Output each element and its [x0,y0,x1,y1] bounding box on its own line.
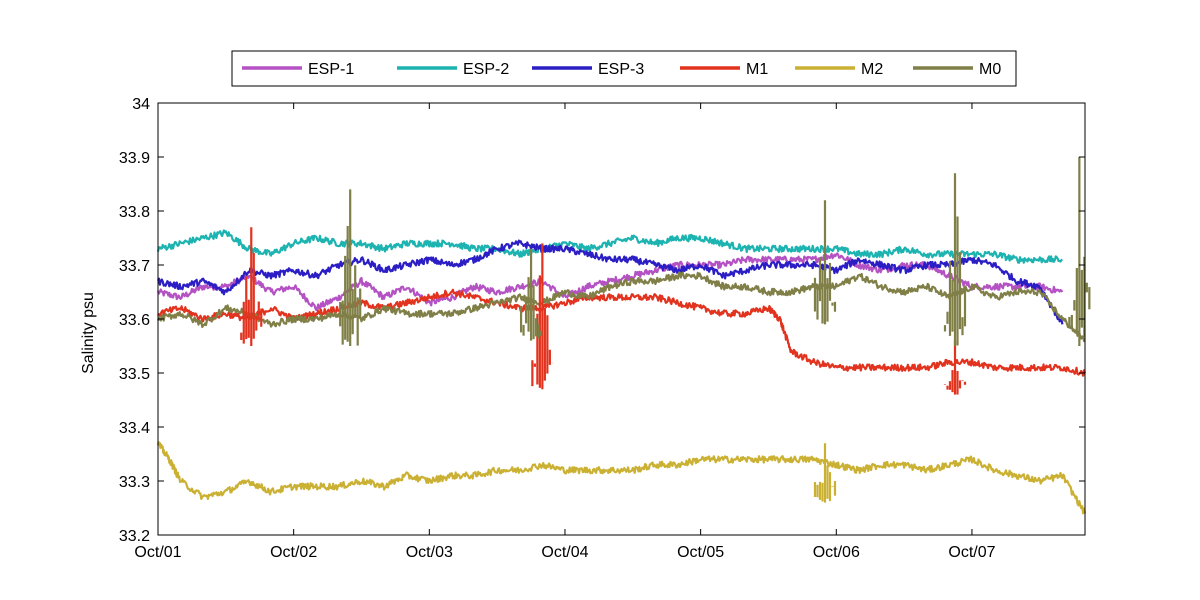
x-tick-label: Oct/06 [813,544,860,561]
y-tick-label: 33.4 [119,420,150,437]
y-tick-label: 33.6 [119,312,150,329]
y-tick-label: 33.3 [119,474,150,491]
series-line-esp-2 [156,229,1063,264]
spike-m1-1 [531,243,554,390]
spike-m0-7 [943,173,967,346]
plot-lines [156,157,1091,515]
spike-m0-5 [519,248,543,341]
spike-m0-8 [1068,157,1091,346]
legend-item-m2: M2 [795,61,883,78]
y-tick-label: 33.7 [119,258,150,275]
legend-item-esp-2: ESP-2 [397,61,509,78]
x-tick-label: Oct/07 [948,544,995,561]
series-line-esp-3 [156,239,1064,325]
y-tick-label: 34 [132,96,150,113]
x-tick-label: Oct/02 [270,544,317,561]
spike-m0-4 [339,189,362,346]
legend: ESP-1 ESP-2 ESP-3 M1 M2 M0 [231,50,1017,87]
x-tick-label: Oct/04 [541,544,588,561]
legend-box [231,50,1017,87]
y-tick-label: 33.2 [119,528,150,545]
x-tick-label: Oct/05 [677,544,724,561]
series-line-m1 [157,288,1087,377]
y-axis-label: Salinity psu [80,292,97,374]
legend-item-esp-3: ESP-3 [532,61,644,78]
y-tick-label: 33.5 [119,366,150,383]
legend-label: ESP-3 [598,61,644,78]
legend-label: M0 [979,61,1001,78]
legend-label: M1 [746,61,768,78]
y-tick-label: 33.9 [119,150,150,167]
legend-items: ESP-1 ESP-2 ESP-3 M1 M2 M0 [242,61,1001,78]
legend-label: ESP-1 [308,61,354,78]
spike-m1-2 [943,340,967,395]
legend-item-esp-1: ESP-1 [242,61,354,78]
x-axis: Oct/01 Oct/02 Oct/03 Oct/04 Oct/05 Oct/06 Oct/… [134,103,996,561]
y-tick-label: 33.8 [119,204,150,221]
legend-item-m0: M0 [913,61,1001,78]
legend-item-m1: M1 [680,61,768,78]
series-line-m2 [156,440,1087,515]
x-tick-label: Oct/03 [406,544,453,561]
spike-m2-3 [813,443,837,503]
legend-label: ESP-2 [463,61,509,78]
y-axis: 33.2 33.3 33.4 33.5 33.6 33.7 33.8 33.9 34 [119,96,1085,545]
x-tick-label: Oct/01 [134,544,181,561]
spike-m1-0 [240,227,263,346]
spike-m0-6 [813,200,837,325]
series-line-esp-1 [156,252,1064,312]
legend-label: M2 [861,61,883,78]
series-line-m0 [156,271,1086,343]
